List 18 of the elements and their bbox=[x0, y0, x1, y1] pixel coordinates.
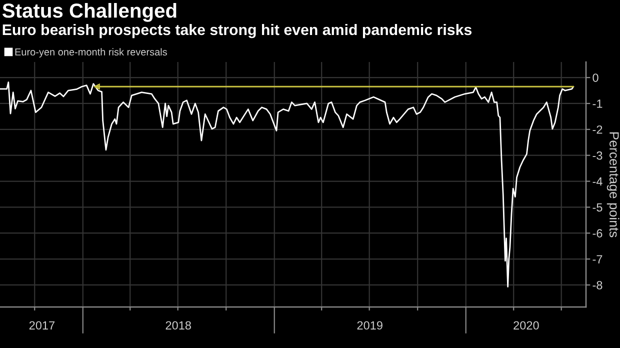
x-tick-label: 2019 bbox=[357, 321, 382, 330]
x-tick-label: 2020 bbox=[514, 321, 539, 330]
y-tick-label: 0 bbox=[592, 74, 598, 82]
y-tick-label: -6 bbox=[592, 229, 602, 238]
y-tick-label: -1 bbox=[592, 100, 602, 108]
y-tick-label: -5 bbox=[592, 203, 602, 212]
y-tick-label: -3 bbox=[592, 151, 602, 160]
x-tick-label: 2017 bbox=[29, 321, 55, 330]
x-tick-label: 2018 bbox=[166, 321, 191, 330]
y-axis-title: Percentage points bbox=[606, 132, 620, 238]
chart-title: Status Challenged bbox=[2, 3, 176, 22]
y-tick-label: -4 bbox=[592, 177, 602, 186]
y-tick-label: -2 bbox=[592, 125, 602, 134]
chart-subtitle: Euro bearish prospects take strong hit even amid pandemic risks bbox=[2, 24, 472, 38]
y-tick-label: -7 bbox=[592, 255, 602, 264]
line-series bbox=[0, 82, 574, 288]
y-tick-label: -8 bbox=[592, 280, 602, 290]
legend-label: Euro-yen one-month risk reversals bbox=[15, 48, 167, 58]
